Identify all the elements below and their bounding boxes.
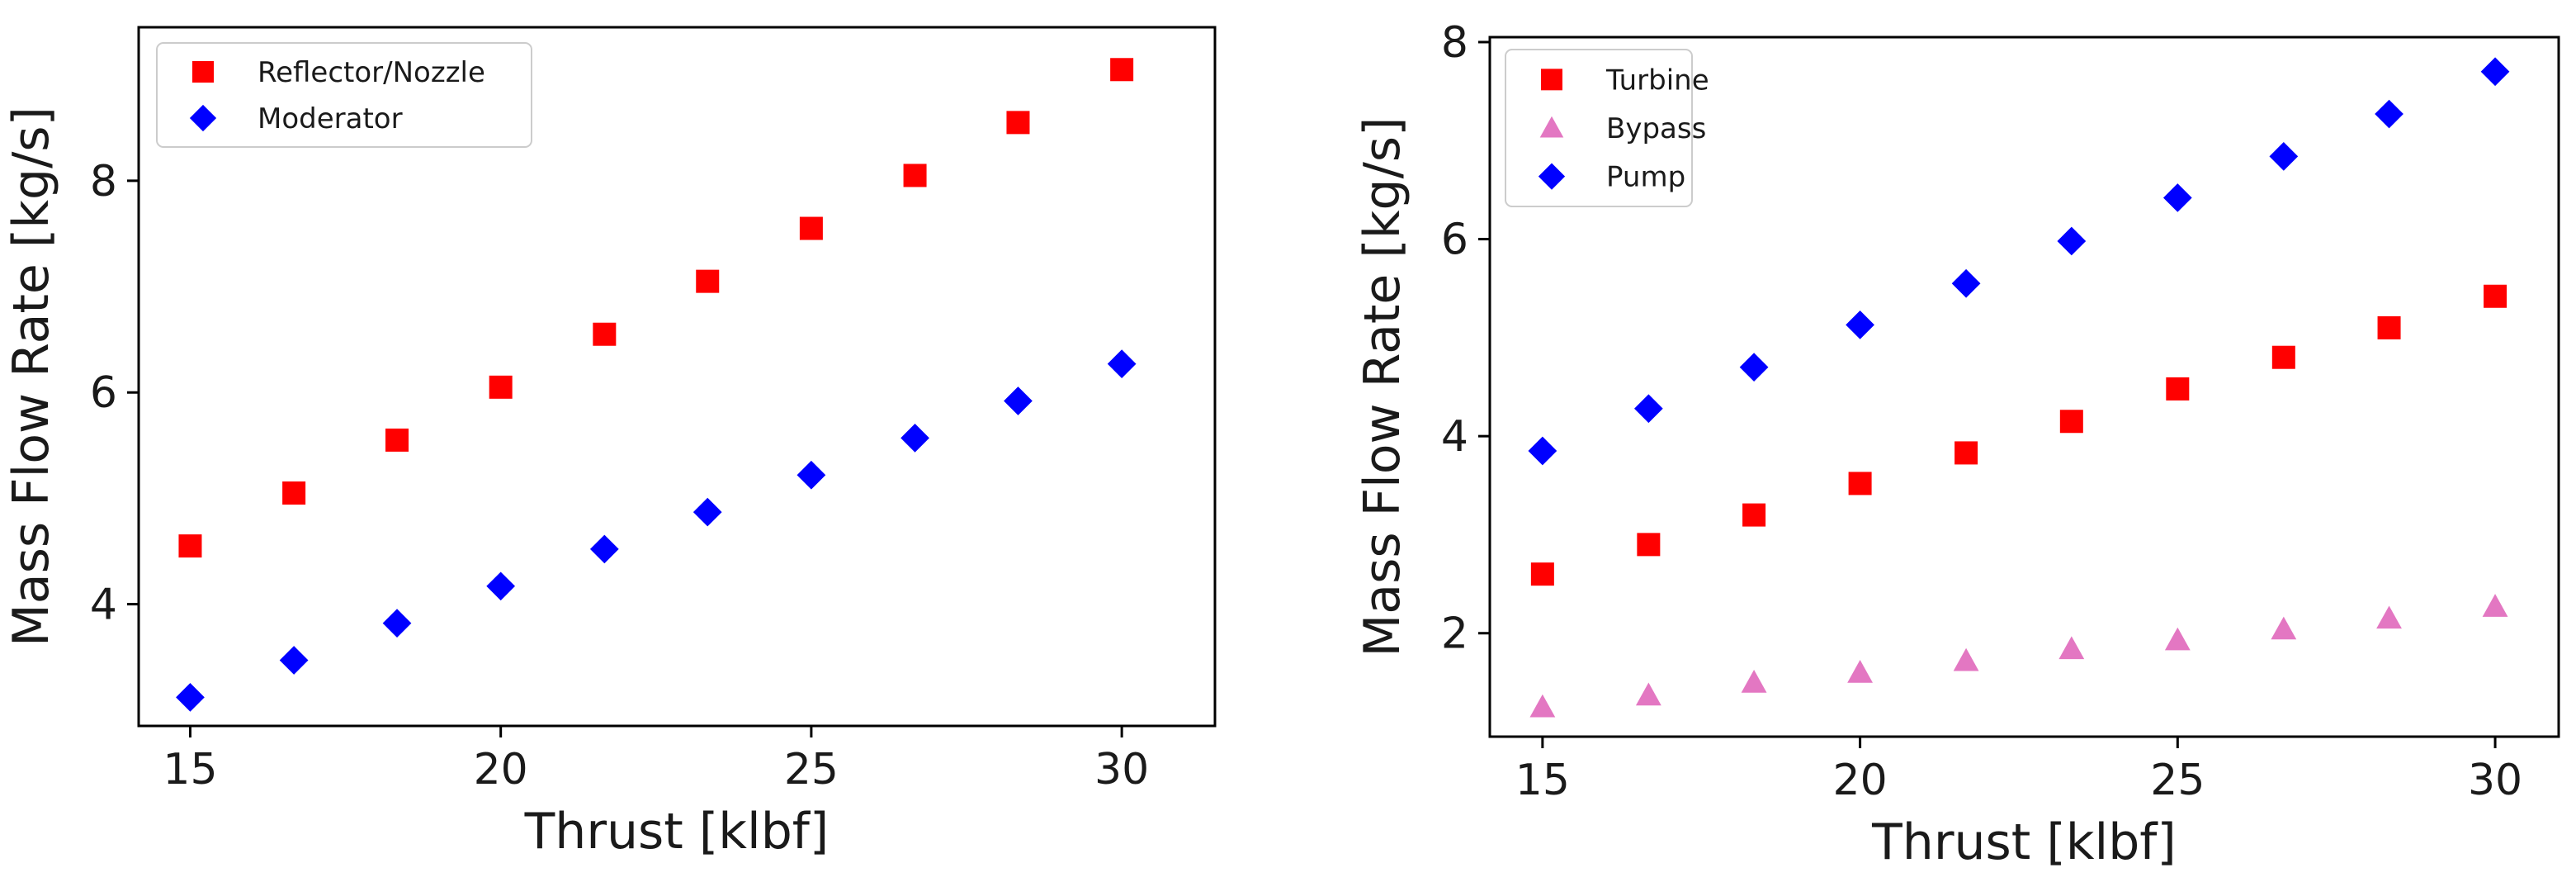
data-point [2480,57,2510,87]
plot-frame [137,26,1217,728]
series-pump [1528,57,2510,466]
data-point [385,428,409,452]
data-point [696,269,720,293]
data-point [2375,99,2403,129]
legend-marker-pump [1538,163,1566,190]
y-tick-label: 6 [1441,216,1468,265]
data-point [178,534,202,558]
legend-marker-turbine [1541,69,1562,91]
x-tick-label: 25 [784,745,839,794]
data-point [1848,472,1872,496]
data-point [1634,394,1663,424]
y-tick-label: 8 [1441,18,1468,68]
legend-marker-moderator [189,104,217,132]
y-axis-label: Mass Flow Rate [kg/s] [1354,117,1411,657]
data-point [2377,315,2401,339]
data-point [1006,111,1030,135]
x-axis-label: Thrust [klbf] [524,803,830,861]
data-point [2057,226,2087,256]
x-tick-label: 15 [163,745,217,794]
legend-box [156,42,532,148]
data-point [1846,310,1874,339]
legend-label-reflector-nozzle: Reflector/Nozzle [258,56,485,89]
data-point [2482,594,2508,617]
legend: Turbine Bypass Pump [1505,49,1709,207]
legend-label-moderator: Moderator [258,102,403,135]
data-point [1742,503,1766,527]
data-point [2166,377,2190,401]
legend-label-turbine: Turbine [1605,64,1709,97]
data-point [1847,660,1873,683]
data-point [2484,284,2507,308]
data-point [2269,141,2299,171]
legend-marker-reflector-nozzle [192,61,214,83]
data-point [593,322,617,346]
series-reflector-nozzle [178,58,1134,558]
data-point [900,423,929,453]
data-point [1107,349,1137,378]
legend-label-pump: Pump [1606,161,1685,194]
chart-right: 15 20 25 30 2 4 6 8 Thrust [klbf] Mass Flow Rate … [1354,18,2560,871]
data-point [2058,636,2085,660]
data-point [2162,183,2192,212]
data-point [1529,694,1556,718]
x-tick-label: 15 [1515,756,1570,805]
data-point [279,646,309,675]
legend: Reflector/Nozzle Moderator [156,42,532,148]
series-moderator [176,349,1137,712]
data-point [382,609,412,638]
data-point [799,216,823,240]
y-tick-label: 8 [90,157,117,206]
data-point [1953,647,1979,671]
data-point [1528,436,1557,466]
x-tick-label: 30 [2468,756,2522,805]
data-point [1530,562,1554,586]
data-point [1635,682,1661,706]
legend-label-bypass: Bypass [1606,112,1706,145]
data-point [1739,353,1769,382]
data-point [2271,616,2297,640]
data-point [2059,410,2083,434]
data-point [489,375,513,399]
data-point [1110,58,1134,82]
data-point [1954,441,1978,465]
legend-marker-bypass [1539,116,1564,138]
series-turbine [1530,284,2507,586]
data-point [903,164,927,187]
x-tick-label: 20 [1833,756,1888,805]
x-tick-label: 25 [2150,756,2205,805]
y-axis-label: Mass Flow Rate [kg/s] [2,107,60,647]
data-point [589,534,619,564]
data-point [2271,345,2295,369]
y-tick-label: 4 [90,581,117,630]
y-tick-label: 6 [90,368,117,418]
series-bypass [1529,594,2508,718]
data-point [1741,669,1767,693]
data-point [2376,605,2402,629]
x-axis-label: Thrust [klbf] [1871,813,2177,871]
data-point [1004,386,1033,415]
data-point [282,481,306,505]
data-point [692,497,722,527]
data-point [796,460,826,490]
data-point [1637,533,1661,557]
data-point [486,571,516,601]
data-point [1951,268,1981,298]
y-tick-label: 2 [1441,609,1468,659]
chart-left: 15 20 25 30 4 6 8 Thrust [klbf] Mass Flow Rate [… [2,26,1217,861]
data-point [176,683,205,712]
plot-frame [1488,36,2560,738]
x-tick-label: 30 [1094,745,1149,794]
data-point [2164,627,2191,651]
y-tick-label: 4 [1441,412,1468,462]
x-tick-label: 20 [474,745,528,794]
